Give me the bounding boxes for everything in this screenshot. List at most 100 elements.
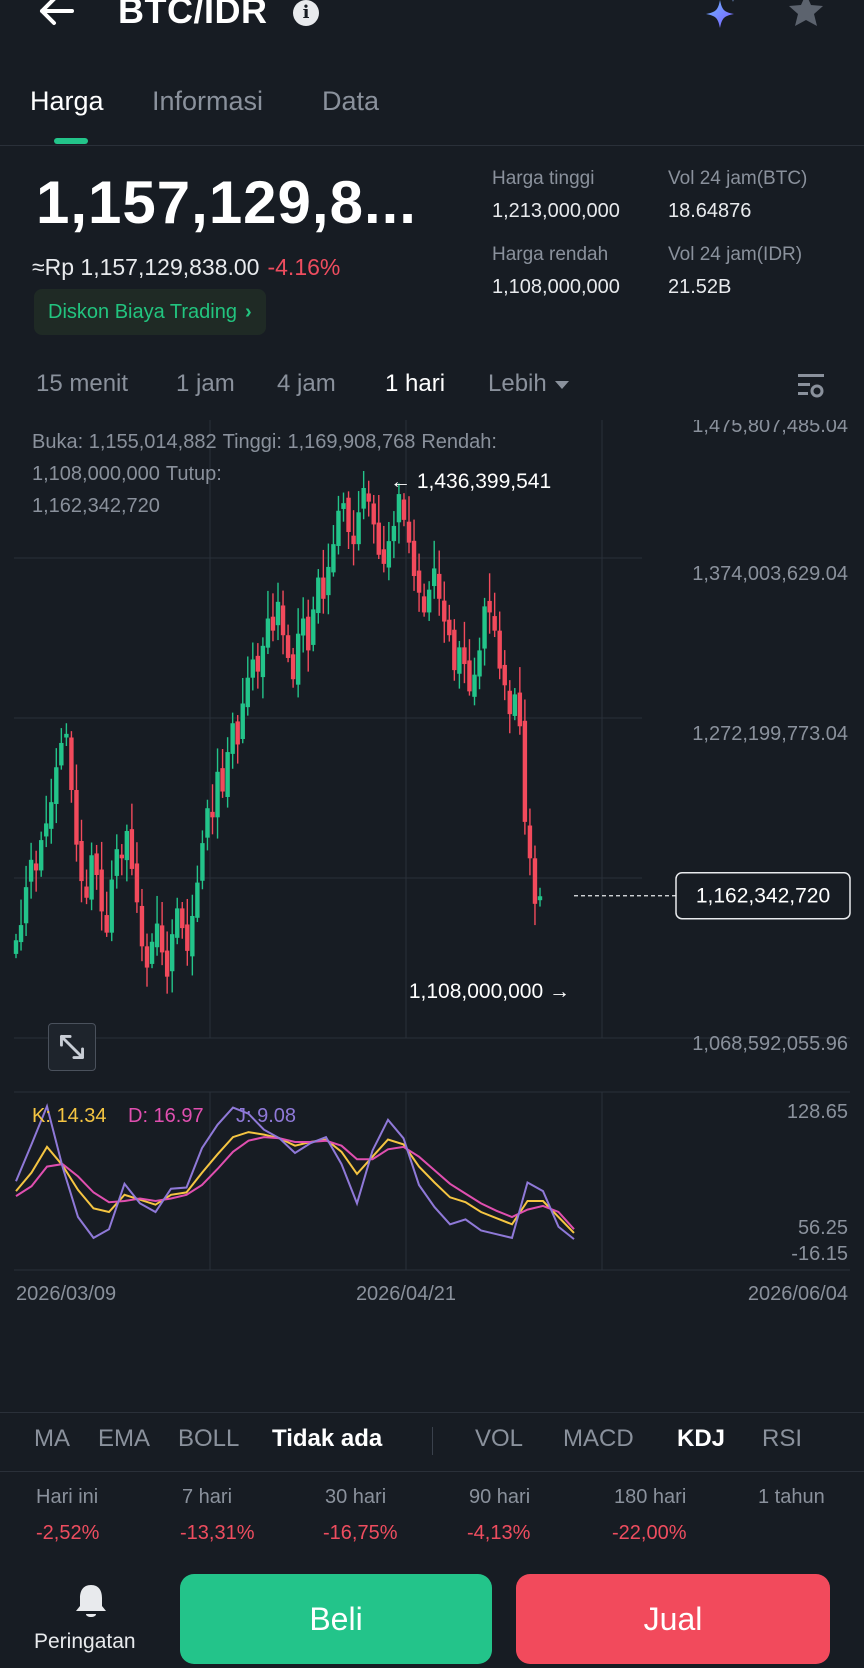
- tab-data[interactable]: Data: [322, 86, 380, 116]
- chart-area[interactable]: 1,475,807,485.04 1,374,003,629.04 1,272,19…: [0, 420, 864, 1370]
- candle-body: [502, 664, 507, 686]
- candle-body: [306, 616, 311, 651]
- interval-15m[interactable]: 15 menit: [36, 370, 129, 397]
- candle-body: [311, 609, 316, 645]
- indicator-vol[interactable]: VOL: [475, 1425, 524, 1452]
- candle-body: [109, 879, 114, 933]
- candle-body: [54, 767, 59, 804]
- interval-4h[interactable]: 4 jam: [277, 370, 336, 397]
- candle-body: [124, 830, 130, 861]
- low-price-label: Harga rendah: [492, 244, 609, 265]
- kdj-legend-label: D: 16.97: [128, 1105, 204, 1127]
- expand-fullscreen-icon[interactable]: [48, 1023, 96, 1071]
- favorite-star-icon[interactable]: [786, 0, 826, 28]
- kdj-axis-tick-label: -16.15: [791, 1243, 848, 1265]
- candle-body: [195, 882, 200, 918]
- price-idr-line: ≈Rp 1,157,129,838.00 -4.16%: [32, 254, 340, 281]
- candle-body: [497, 630, 502, 669]
- perf-label-today: Hari ini: [36, 1486, 99, 1508]
- buy-button[interactable]: Beli: [180, 1574, 492, 1664]
- candle-body: [159, 925, 165, 953]
- vol-btc-label: Vol 24 jam(BTC): [668, 168, 808, 189]
- interval-more[interactable]: Lebih: [488, 370, 569, 398]
- indicator-ema[interactable]: EMA: [98, 1425, 151, 1452]
- kdj-axis-tick-label: 56.25: [798, 1217, 848, 1239]
- ai-sparkle-icon[interactable]: [700, 0, 740, 30]
- perf-label-1y: 1 tahun: [758, 1486, 825, 1508]
- trading-fee-discount-button[interactable]: Diskon Biaya Trading ›: [34, 289, 266, 335]
- x-axis-date-label: 2026/03/09: [16, 1283, 116, 1305]
- tab-bar: Harga Informasi Data: [0, 86, 864, 146]
- ohlc-readout: Buka: 1,155,014,882 Tinggi: 1,169,908,768…: [32, 426, 652, 522]
- candle-body: [391, 525, 397, 542]
- candle-body: [164, 950, 170, 977]
- candle-body: [149, 941, 155, 964]
- chart-settings-icon[interactable]: [796, 372, 826, 400]
- perf-label-90d: 90 hari: [469, 1486, 531, 1508]
- candle-body: [169, 934, 175, 972]
- candle-body: [361, 488, 366, 509]
- candle-body: [139, 905, 145, 947]
- candle-body: [482, 606, 487, 649]
- bell-icon[interactable]: [74, 1582, 108, 1620]
- indicator-boll[interactable]: BOLL: [178, 1425, 240, 1452]
- candle-body: [386, 541, 392, 568]
- candle-body: [537, 896, 543, 901]
- y-axis-tick-label: 1,475,807,485.04: [692, 420, 848, 437]
- tab-harga[interactable]: Harga: [30, 86, 104, 116]
- candle-body: [180, 908, 185, 929]
- candle-body: [406, 521, 412, 543]
- candle-body: [99, 869, 104, 912]
- candle-body: [33, 863, 39, 871]
- candle-body: [215, 771, 220, 818]
- ohlc-open: Buka: 1,155,014,882: [32, 431, 217, 453]
- y-axis-tick-label: 1,374,003,629.04: [692, 563, 848, 585]
- candle-body: [144, 946, 150, 968]
- candle-body: [175, 908, 180, 938]
- last-price-tag: [675, 871, 851, 920]
- indicator-rsi[interactable]: RSI: [762, 1425, 803, 1452]
- candle-body: [452, 629, 457, 671]
- candle-body: [280, 605, 286, 636]
- candle-body: [225, 752, 230, 797]
- pair-title: BTC/IDR: [118, 0, 268, 31]
- candle-body: [401, 499, 407, 520]
- candle-body: [316, 577, 321, 614]
- interval-more-label: Lebih: [488, 370, 547, 397]
- kdj-legend-label: J: 9.08: [236, 1105, 296, 1127]
- max-price-annotation: ← 1,436,399,541: [390, 470, 551, 493]
- candle-body: [250, 659, 256, 678]
- candle-body: [265, 618, 271, 648]
- candle-body: [275, 601, 281, 626]
- interval-1d[interactable]: 1 hari: [385, 370, 446, 397]
- candle-body: [492, 616, 497, 631]
- chevron-right-icon: ›: [244, 301, 252, 323]
- low-price-value: 1,108,000,000: [492, 276, 620, 298]
- candle-body: [94, 853, 99, 875]
- last-price: 1,157,129,8...: [36, 169, 417, 236]
- candle-body: [437, 573, 442, 599]
- tab-informasi[interactable]: Informasi: [152, 86, 264, 116]
- caret-down-icon: [554, 380, 569, 389]
- candle-body: [371, 503, 376, 525]
- candle-body: [457, 647, 462, 674]
- candle-body: [411, 540, 417, 577]
- candle-body: [205, 808, 210, 838]
- vol-idr-value: 21.52B: [668, 276, 732, 298]
- candle-body: [321, 577, 326, 599]
- price-alert-label[interactable]: Peringatan: [34, 1630, 136, 1653]
- sell-button[interactable]: Jual: [516, 1574, 830, 1664]
- interval-1h[interactable]: 1 jam: [176, 370, 235, 397]
- candle-body: [104, 915, 109, 933]
- indicator-ma[interactable]: MA: [34, 1425, 70, 1452]
- candle-body: [200, 843, 205, 881]
- kdj-series-line: [15, 1136, 575, 1230]
- indicator-macd[interactable]: MACD: [563, 1425, 634, 1452]
- info-icon[interactable]: i: [293, 0, 319, 26]
- candle-body: [255, 655, 261, 672]
- indicator-none[interactable]: Tidak ada: [272, 1425, 383, 1452]
- price-chart[interactable]: 1,475,807,485.04 1,374,003,629.04 1,272,19…: [0, 420, 864, 1370]
- kdj-series-line: [15, 1103, 575, 1240]
- indicator-kdj[interactable]: KDJ: [677, 1425, 726, 1452]
- back-arrow-icon[interactable]: [36, 0, 76, 28]
